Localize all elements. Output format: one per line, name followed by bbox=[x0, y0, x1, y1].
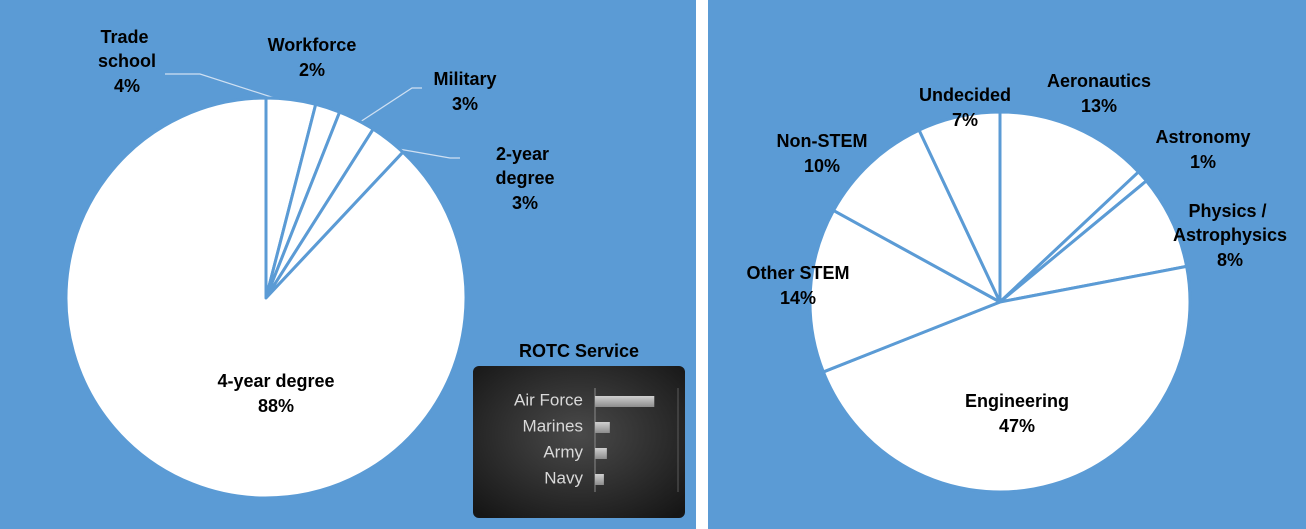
slice-value-label: 88% bbox=[258, 396, 294, 416]
slice-label: Military bbox=[433, 69, 496, 89]
slice-value-label: 8% bbox=[1217, 250, 1243, 270]
bar bbox=[595, 396, 655, 407]
slice-value-label: 13% bbox=[1081, 96, 1117, 116]
slice-label: Engineering bbox=[965, 391, 1069, 411]
leader-line bbox=[359, 87, 422, 123]
bar bbox=[595, 448, 607, 459]
y-tick-label: Air Force bbox=[514, 390, 583, 409]
pie-slice bbox=[808, 208, 1002, 374]
slice-label: Aeronautics bbox=[1047, 71, 1151, 91]
slice-label: Trade school bbox=[98, 27, 156, 71]
slice-label: 4-year degree bbox=[217, 371, 334, 391]
slice-value-label: 7% bbox=[952, 110, 978, 130]
leader-line bbox=[392, 147, 460, 159]
slice-value-label: 14% bbox=[780, 288, 816, 308]
leader-line bbox=[165, 73, 291, 104]
slice-label: Non-STEM bbox=[777, 131, 868, 151]
slice-value-label: 47% bbox=[999, 416, 1035, 436]
pie-slice bbox=[998, 179, 1189, 304]
leader-lines bbox=[165, 73, 460, 159]
bar bbox=[595, 474, 604, 485]
y-tick-label: Navy bbox=[544, 468, 583, 487]
pie-slice bbox=[64, 96, 468, 500]
slice-value-label: 3% bbox=[512, 193, 538, 213]
pie-slice bbox=[998, 110, 1140, 304]
pie-slice bbox=[917, 110, 1002, 304]
pie-slice bbox=[832, 128, 1002, 304]
slice-label: Astronomy bbox=[1155, 127, 1250, 147]
slice-value-label: 4% bbox=[114, 76, 140, 96]
slice-label: Other STEM bbox=[746, 263, 849, 283]
pie-slice bbox=[821, 264, 1192, 494]
y-tick-label: Marines bbox=[523, 416, 583, 435]
bar bbox=[595, 422, 610, 433]
slice-value-label: 10% bbox=[804, 156, 840, 176]
slice-value-label: 3% bbox=[452, 94, 478, 114]
y-tick-label: Army bbox=[543, 442, 583, 461]
slice-value-label: 1% bbox=[1190, 152, 1216, 172]
slice-label: Workforce bbox=[268, 35, 357, 55]
slice-label: Physics / Astrophysics bbox=[1173, 201, 1287, 245]
inset-title: ROTC Service bbox=[519, 341, 639, 361]
slice-label: Undecided bbox=[919, 85, 1011, 105]
slice-value-label: 2% bbox=[299, 60, 325, 80]
slice-label: 2-year degree bbox=[495, 144, 554, 188]
